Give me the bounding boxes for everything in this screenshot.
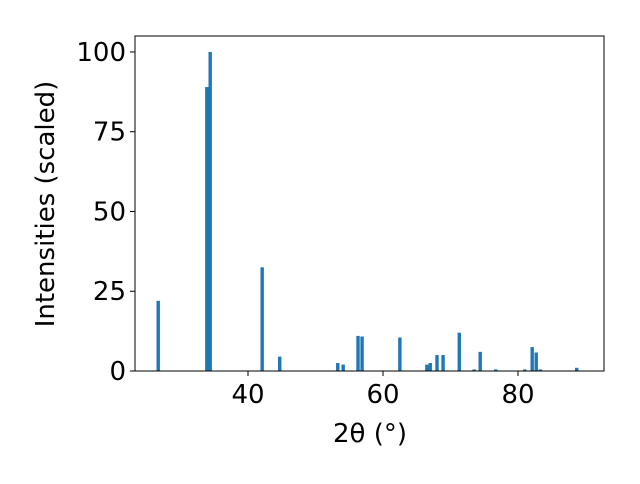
bar [441,355,445,371]
x-tick-label: 80 [501,380,534,410]
bar [356,335,360,371]
y-tick-label: 75 [93,118,126,148]
bar [523,369,527,371]
plot-frame [134,35,605,372]
bar [534,352,538,371]
bar [478,351,482,371]
bar [336,363,340,371]
bar [205,87,209,372]
bar [494,369,498,371]
bar [360,336,364,371]
y-tick-label: 100 [76,38,126,68]
y-tick-label: 50 [93,197,126,227]
x-tick-label: 40 [231,380,264,410]
bar [575,367,579,371]
bar [156,300,160,371]
bar [435,355,439,371]
bar [398,337,402,371]
bar [208,51,212,371]
bar [538,369,542,371]
bar [278,356,282,371]
y-tick-label: 0 [109,357,126,387]
bar [472,369,476,371]
bar [341,364,345,371]
bar [260,267,264,371]
bar [530,347,534,371]
x-axis-label: 2θ (°) [333,419,407,449]
x-tick-label: 60 [366,380,399,410]
y-axis-label: Intensities (scaled) [31,81,61,328]
bar [457,332,461,371]
bar [425,364,429,371]
bar [428,363,432,371]
y-tick-label: 25 [93,277,126,307]
